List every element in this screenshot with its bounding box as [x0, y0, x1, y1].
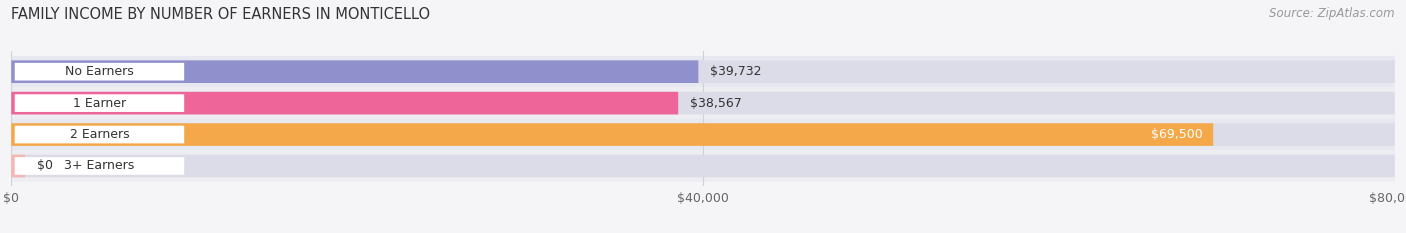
Text: 1 Earner: 1 Earner	[73, 97, 127, 110]
FancyBboxPatch shape	[11, 92, 1395, 114]
Text: $0: $0	[37, 159, 53, 172]
FancyBboxPatch shape	[14, 63, 184, 81]
FancyBboxPatch shape	[14, 94, 184, 112]
Text: $69,500: $69,500	[1152, 128, 1202, 141]
Text: FAMILY INCOME BY NUMBER OF EARNERS IN MONTICELLO: FAMILY INCOME BY NUMBER OF EARNERS IN MO…	[11, 7, 430, 22]
FancyBboxPatch shape	[11, 155, 25, 177]
FancyBboxPatch shape	[11, 92, 678, 114]
FancyBboxPatch shape	[11, 150, 1395, 182]
FancyBboxPatch shape	[11, 87, 1395, 119]
FancyBboxPatch shape	[11, 123, 1395, 146]
FancyBboxPatch shape	[11, 119, 1395, 150]
FancyBboxPatch shape	[11, 60, 1395, 83]
FancyBboxPatch shape	[11, 155, 1395, 177]
FancyBboxPatch shape	[14, 157, 184, 175]
Text: 2 Earners: 2 Earners	[70, 128, 129, 141]
FancyBboxPatch shape	[14, 126, 184, 143]
FancyBboxPatch shape	[11, 56, 1395, 87]
Text: $38,567: $38,567	[690, 97, 742, 110]
FancyBboxPatch shape	[11, 60, 699, 83]
Text: 3+ Earners: 3+ Earners	[65, 159, 135, 172]
Text: $39,732: $39,732	[710, 65, 762, 78]
FancyBboxPatch shape	[11, 123, 1213, 146]
Text: Source: ZipAtlas.com: Source: ZipAtlas.com	[1270, 7, 1395, 20]
Text: No Earners: No Earners	[65, 65, 134, 78]
